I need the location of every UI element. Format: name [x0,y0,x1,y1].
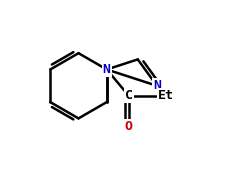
Text: N: N [152,79,160,92]
Text: O: O [124,120,132,133]
Text: N: N [102,63,110,76]
Text: C: C [124,89,132,102]
Text: Et: Et [157,89,173,102]
